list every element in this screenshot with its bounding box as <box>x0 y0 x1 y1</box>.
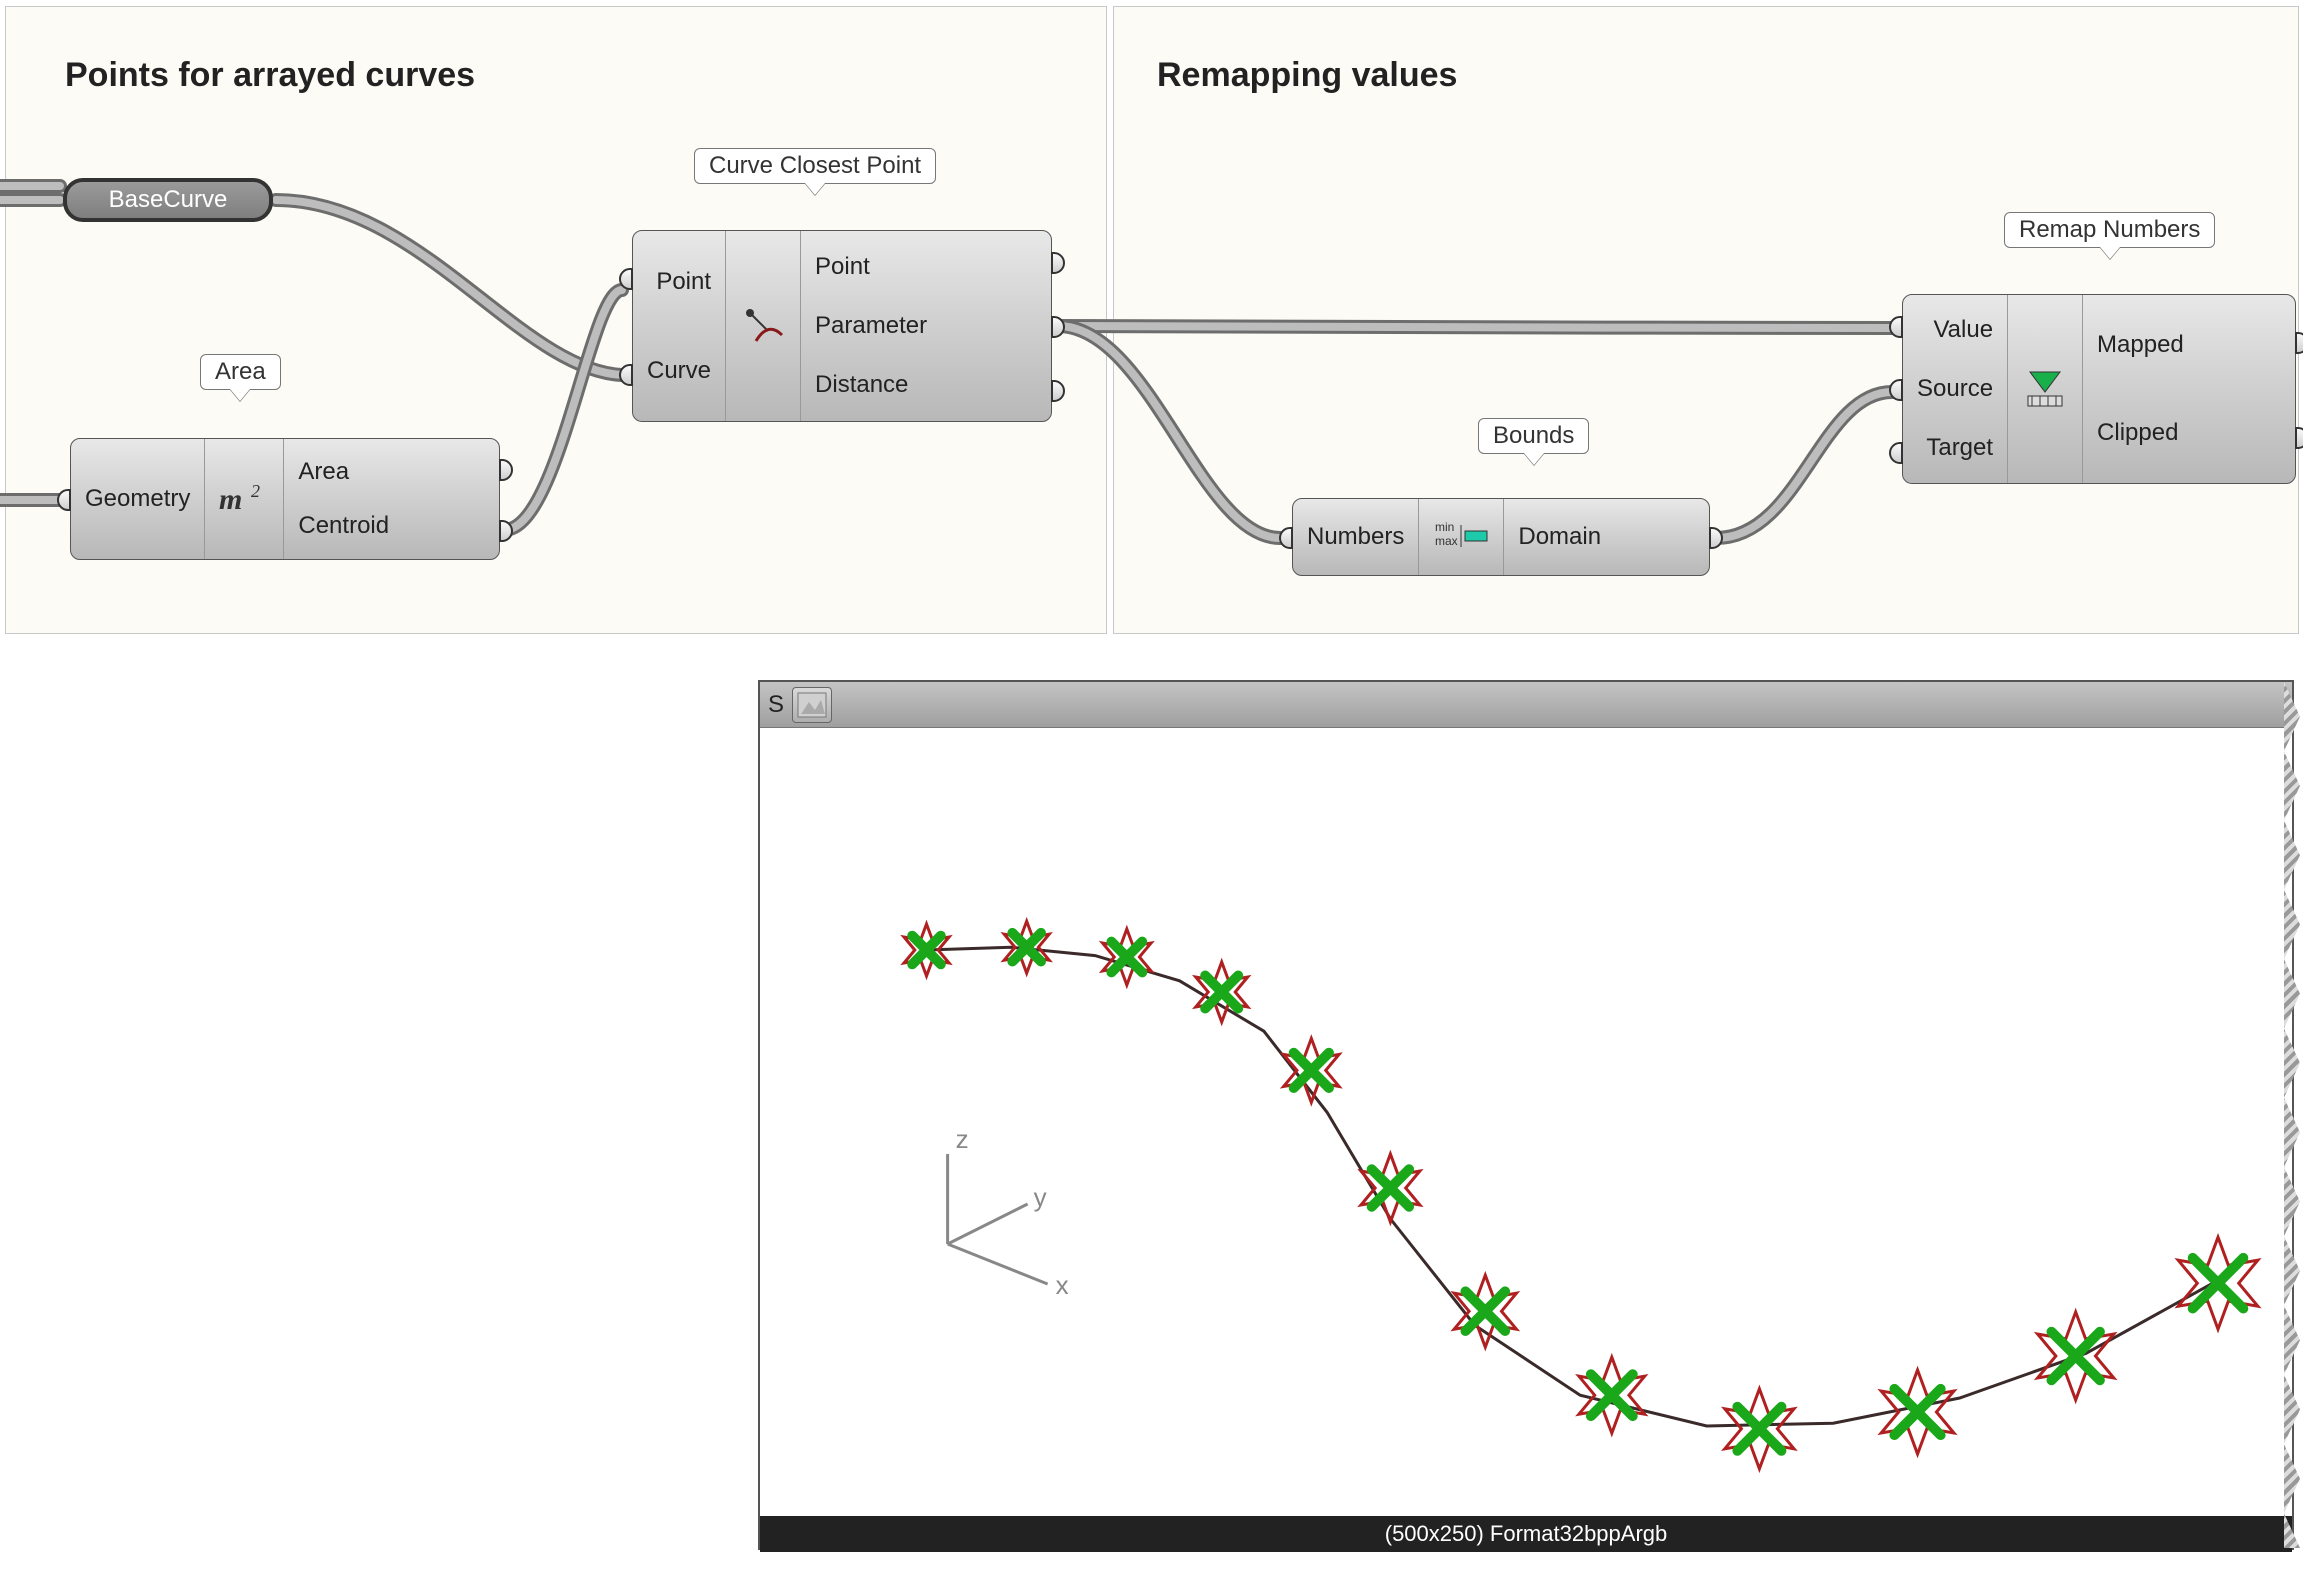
viewer-body: z y x <box>760 728 2292 1516</box>
output-centroid[interactable]: Centroid <box>294 510 393 542</box>
svg-text:min: min <box>1435 520 1454 534</box>
svg-text:z: z <box>956 1124 969 1154</box>
group-remap-title: Remapping values <box>1157 56 1457 95</box>
tag-area: Area <box>200 354 281 390</box>
viewer-canvas: z y x <box>760 728 2292 1516</box>
param-basecurve[interactable]: BaseCurve <box>63 178 273 222</box>
remap-icon <box>2008 295 2082 483</box>
viewer-resize-edge[interactable] <box>2284 682 2300 1548</box>
input-point[interactable]: Point <box>652 266 715 298</box>
output-clipped[interactable]: Clipped <box>2093 417 2182 449</box>
viewer-stream-letter: S <box>768 691 784 719</box>
tag-bounds: Bounds <box>1478 418 1589 454</box>
component-curve-closest-point[interactable]: Point Curve Point Parameter Distance <box>632 230 1052 422</box>
svg-text:2: 2 <box>251 481 260 501</box>
viewer-thumb-icon <box>792 687 832 723</box>
output-mapped[interactable]: Mapped <box>2093 329 2188 361</box>
param-basecurve-label: BaseCurve <box>109 186 228 214</box>
tag-remap-numbers: Remap Numbers <box>2004 212 2215 248</box>
tag-curve-closest-point: Curve Closest Point <box>694 148 936 184</box>
output-point[interactable]: Point <box>811 251 874 283</box>
svg-text:y: y <box>1034 1182 1047 1212</box>
input-curve[interactable]: Curve <box>643 355 715 387</box>
viewer-status-bar: (500x250) Format32bppArgb <box>760 1516 2292 1552</box>
output-distance[interactable]: Distance <box>811 369 912 401</box>
viewer-panel[interactable]: S z y x (500x250) Format32bppArgb <box>758 680 2294 1550</box>
output-area[interactable]: Area <box>294 456 353 488</box>
svg-text:max: max <box>1435 534 1458 548</box>
group-points-title: Points for arrayed curves <box>65 56 475 95</box>
input-source[interactable]: Source <box>1913 373 1997 405</box>
area-icon: m2 <box>205 439 283 559</box>
output-domain[interactable]: Domain <box>1514 521 1605 553</box>
viewer-titlebar[interactable]: S <box>760 682 2292 728</box>
ccp-icon <box>726 231 800 421</box>
grip-out[interactable] <box>2295 427 2303 449</box>
grip-out[interactable] <box>2295 332 2303 354</box>
output-parameter[interactable]: Parameter <box>811 310 931 342</box>
input-geometry[interactable]: Geometry <box>81 483 194 515</box>
input-target[interactable]: Target <box>1922 432 1997 464</box>
svg-text:m: m <box>219 483 242 516</box>
bounds-icon: minmax <box>1419 499 1503 575</box>
component-bounds[interactable]: Numbers minmax Domain <box>1292 498 1710 576</box>
component-remap-numbers[interactable]: Value Source Target Mapped Clipped <box>1902 294 2296 484</box>
input-value[interactable]: Value <box>1929 314 1997 346</box>
svg-text:x: x <box>1056 1270 1069 1300</box>
input-numbers[interactable]: Numbers <box>1303 521 1408 553</box>
grip-in[interactable] <box>1889 316 1903 338</box>
component-area[interactable]: Geometry m2 Area Centroid <box>70 438 500 560</box>
viewer-status-text: (500x250) Format32bppArgb <box>1385 1521 1668 1547</box>
